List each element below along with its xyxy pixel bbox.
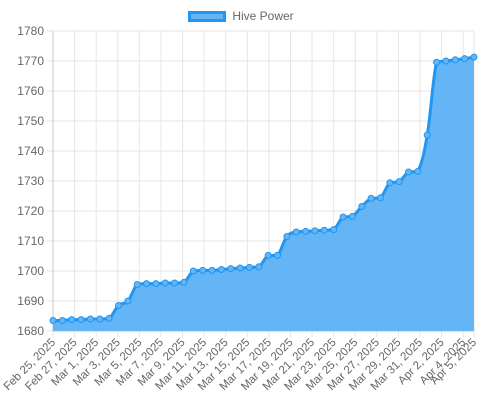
data-point — [143, 280, 151, 288]
data-point — [274, 251, 282, 259]
data-point — [386, 179, 394, 187]
data-point — [180, 278, 188, 286]
y-axis: 1680 1690 1700 1710 1720 1730 1740 1750 1760 1770… — [17, 24, 44, 338]
data-point — [133, 281, 141, 288]
y-tick-label: 1760 — [17, 84, 44, 98]
data-point — [49, 317, 57, 324]
data-point — [245, 263, 253, 271]
y-tick-label: 1720 — [17, 204, 44, 218]
data-point — [367, 194, 375, 202]
data-point — [470, 53, 478, 61]
data-point — [451, 56, 459, 64]
data-point — [152, 280, 160, 288]
series-line — [51, 55, 476, 322]
data-point — [236, 264, 244, 272]
y-tick-label: 1700 — [17, 264, 44, 278]
y-tick-label: 1780 — [17, 24, 44, 38]
data-point — [433, 58, 441, 66]
data-point — [311, 227, 319, 235]
series-area-fill — [53, 57, 474, 331]
data-point — [339, 213, 347, 221]
data-point — [255, 263, 263, 271]
legend-swatch-hive-power[interactable] — [188, 10, 227, 22]
data-point — [189, 267, 197, 275]
data-point — [68, 316, 76, 324]
data-point — [105, 314, 113, 322]
data-point — [58, 317, 66, 324]
data-point — [348, 212, 356, 220]
data-point — [86, 315, 94, 323]
data-point — [199, 266, 207, 274]
data-point — [227, 265, 235, 273]
data-point — [264, 251, 272, 259]
chart-legend: Hive Power — [0, 6, 482, 26]
y-tick-label: 1750 — [17, 114, 44, 128]
data-point — [171, 279, 179, 287]
y-tick-label: 1690 — [17, 294, 44, 308]
data-point — [77, 316, 85, 324]
legend-label-hive-power[interactable]: Hive Power — [232, 9, 294, 23]
data-point — [461, 55, 469, 63]
data-point — [114, 302, 122, 309]
data-point — [330, 226, 338, 234]
data-point — [442, 57, 450, 65]
y-tick-label: 1770 — [17, 54, 44, 68]
data-point — [217, 266, 225, 273]
data-point — [96, 315, 104, 323]
y-tick-label: 1680 — [17, 324, 44, 338]
data-point — [302, 227, 310, 235]
data-point — [292, 228, 300, 236]
data-point — [376, 194, 384, 202]
data-point — [423, 131, 431, 139]
y-tick-label: 1740 — [17, 144, 44, 158]
y-tick-label: 1730 — [17, 174, 44, 188]
data-point — [358, 203, 366, 210]
series-hive-power — [49, 53, 478, 331]
data-point — [320, 226, 328, 234]
data-point — [395, 178, 403, 186]
data-point — [414, 167, 422, 175]
data-point — [161, 279, 169, 287]
data-point — [124, 297, 132, 305]
data-point — [208, 266, 216, 274]
y-tick-label: 1710 — [17, 234, 44, 248]
data-point — [405, 168, 413, 176]
data-point — [283, 233, 291, 240]
